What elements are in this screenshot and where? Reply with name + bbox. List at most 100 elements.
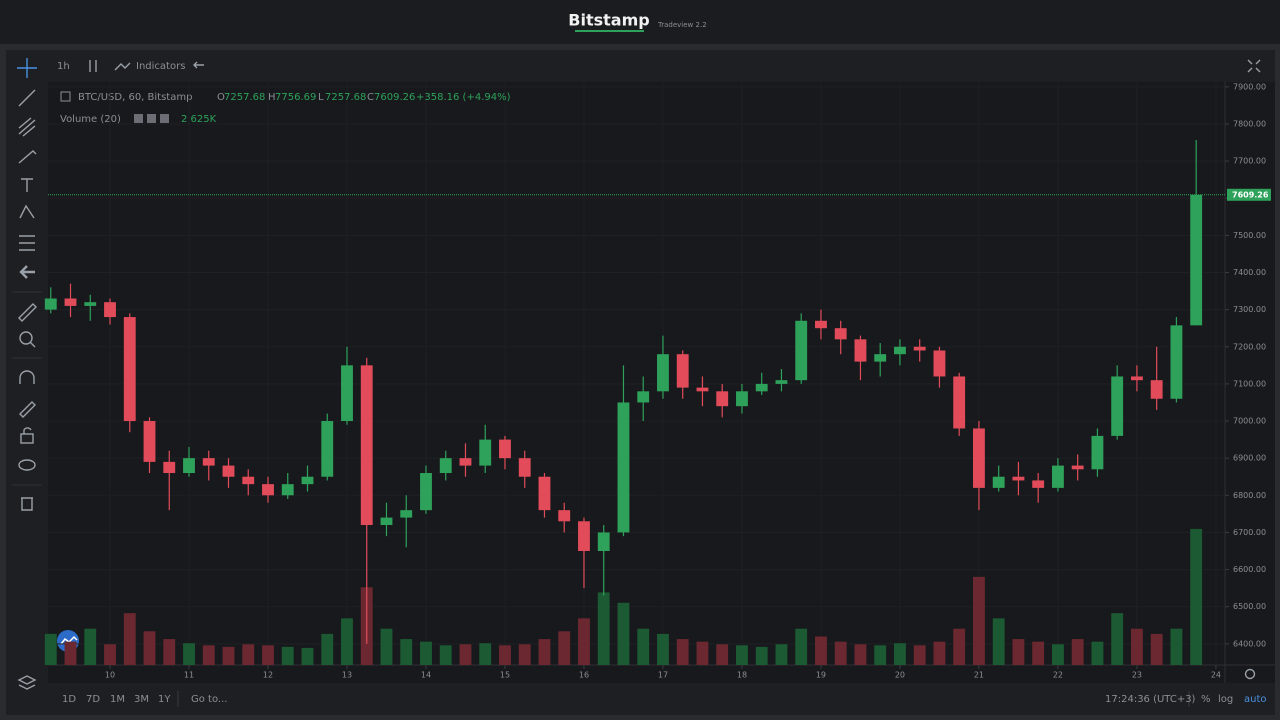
candle-body: [815, 320, 827, 329]
candle-body: [64, 298, 77, 306]
candle-body: [1091, 435, 1104, 470]
y-tick-label: 7300.00: [1233, 305, 1266, 314]
ohlc-value: 7609.26: [374, 92, 415, 103]
volume-readout: 2.625K: [181, 114, 217, 125]
candle-body: [597, 532, 610, 551]
candle-body: [1052, 465, 1064, 488]
candle-body: [736, 391, 748, 407]
volume-bar: [894, 643, 906, 665]
y-tick-label: 6900.00: [1233, 454, 1266, 463]
scale-option[interactable]: auto: [1244, 694, 1267, 705]
fullscreen-icon[interactable]: [1247, 59, 1261, 73]
volume-bar: [933, 641, 946, 665]
volume-bar: [1032, 641, 1045, 665]
x-tick-label: 17: [658, 671, 668, 680]
tool-icons[interactable]: [17, 58, 37, 690]
range-button[interactable]: 1M: [110, 694, 125, 705]
candle-body: [874, 354, 887, 362]
candle-body: [1130, 376, 1143, 381]
candle-body: [716, 391, 729, 407]
symbol[interactable]: BTC/USD, 60, Bitstamp: [78, 92, 192, 103]
range-button[interactable]: 7D: [86, 694, 100, 705]
scale-option[interactable]: %: [1201, 694, 1211, 705]
chart-type-icon[interactable]: [89, 60, 97, 72]
candle-body: [1111, 376, 1124, 436]
candle-body: [163, 461, 176, 474]
x-tick-label: 22: [1053, 671, 1063, 680]
volume-bar: [973, 576, 985, 665]
candle-body: [479, 439, 492, 466]
undo-icon[interactable]: [193, 61, 204, 69]
candle-body: [1150, 380, 1163, 399]
candle-body: [933, 350, 946, 377]
candle-body: [538, 476, 551, 511]
candle-body: [894, 346, 906, 355]
y-tick-label: 6600.00: [1233, 565, 1266, 574]
candle-body: [321, 421, 334, 477]
settings-icon[interactable]: [1244, 668, 1256, 680]
volume-bar: [202, 645, 215, 665]
volume-bar: [558, 631, 571, 665]
candle-body: [617, 402, 630, 533]
candle-body: [973, 428, 985, 488]
candle-body: [1012, 476, 1025, 481]
y-tick-label: 6400.00: [1233, 639, 1266, 648]
study-button[interactable]: [134, 114, 143, 123]
range-button[interactable]: 1D: [62, 694, 76, 705]
study-button[interactable]: [160, 114, 169, 123]
left-toolbar: [6, 50, 48, 715]
candle-body: [459, 458, 472, 466]
volume-bar: [992, 618, 1005, 665]
volume-bar: [578, 618, 590, 665]
volume-bar: [143, 631, 156, 665]
candle-body: [341, 365, 353, 422]
candle-body: [222, 465, 235, 477]
range-button[interactable]: 1Y: [158, 694, 171, 705]
candle-body: [84, 302, 97, 306]
candle-body: [1071, 465, 1084, 470]
goto-button[interactable]: Go to...: [191, 694, 227, 705]
x-tick-label: 11: [184, 671, 194, 680]
volume-bar: [242, 644, 255, 665]
volume-bar: [123, 613, 136, 665]
candle-body: [420, 473, 432, 511]
indicators-icon[interactable]: [114, 62, 131, 71]
volume-bar: [183, 643, 195, 665]
scale-option[interactable]: log: [1218, 694, 1233, 705]
indicators-button[interactable]: Indicators: [136, 61, 185, 72]
x-tick-label: 15: [500, 671, 510, 680]
candle-body: [104, 302, 116, 318]
volume-bar: [657, 633, 669, 665]
volume-bar: [716, 644, 729, 665]
volume-bar: [459, 644, 472, 665]
volume-title[interactable]: Volume (20): [60, 114, 121, 125]
range-button[interactable]: 3M: [134, 694, 149, 705]
candle-body: [123, 317, 136, 422]
volume-bar: [439, 645, 452, 665]
candle-body: [262, 484, 274, 496]
y-tick-label: 7700.00: [1233, 157, 1266, 166]
volume-bar: [1190, 528, 1203, 665]
change: +358.16 (+4.94%): [416, 92, 511, 103]
volume-bar: [1071, 639, 1084, 665]
volume-bar: [597, 592, 610, 665]
y-tick-label: 7100.00: [1233, 379, 1266, 388]
volume-bar: [1111, 613, 1124, 665]
volume-bar: [262, 645, 274, 665]
y-tick-label: 7800.00: [1233, 119, 1266, 128]
volume-bar: [736, 645, 748, 665]
price-label-bg: [1227, 188, 1271, 201]
x-tick-label: 14: [421, 671, 431, 680]
volume-bar: [321, 633, 334, 665]
y-tick-label: 7200.00: [1233, 342, 1266, 351]
candle-body: [953, 376, 966, 429]
ohlc-value: 7756.69: [275, 92, 316, 103]
volume-bar: [518, 644, 531, 665]
top-toolbar: [48, 50, 1275, 82]
candle-body: [183, 458, 195, 474]
study-button[interactable]: [147, 114, 156, 123]
interval-button[interactable]: 1h: [57, 61, 70, 72]
ohlc-prefix: H: [268, 92, 276, 103]
x-tick-label: 13: [342, 671, 352, 680]
candle-body: [202, 458, 215, 466]
